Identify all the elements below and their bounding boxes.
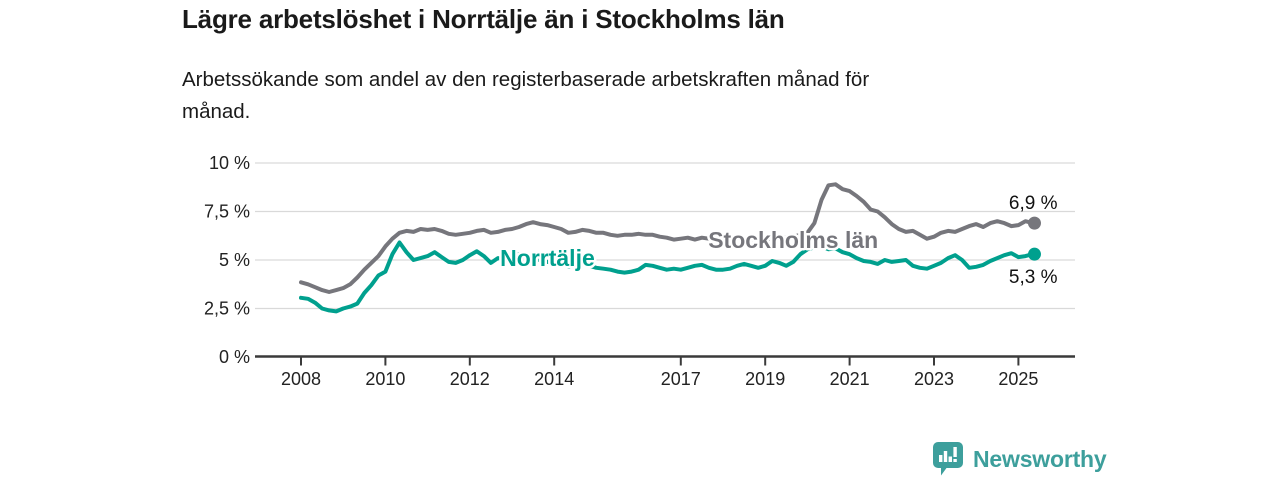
exclamation-stem <box>953 447 957 457</box>
series-label-norrt-lje: Norrtälje <box>500 245 595 271</box>
x-axis-label: 2014 <box>534 369 574 389</box>
bar-chart-speech-bubble-icon <box>933 442 963 476</box>
series-line-norrt-lje <box>299 240 1035 314</box>
bar-2 <box>943 451 948 462</box>
y-axis-label: 2,5 % <box>204 299 250 319</box>
x-axis-label: 2010 <box>365 369 405 389</box>
brand-name: Newsworthy <box>973 445 1107 472</box>
speech-bubble-shape <box>933 442 963 476</box>
x-axis-label: 2025 <box>998 369 1038 389</box>
series-line-stockholms-l-n <box>299 182 1035 294</box>
y-axis-label: 7,5 % <box>204 202 250 222</box>
series-label-stockholms-l-n: Stockholms län <box>708 227 878 253</box>
x-axis-label: 2019 <box>745 369 785 389</box>
y-axis-label: 0 % <box>219 347 250 367</box>
x-axis-label: 2017 <box>661 369 701 389</box>
series-end-value-norrt-lje: 5,3 % <box>1009 267 1058 288</box>
brand-logo: Newsworthy <box>932 441 1107 477</box>
series-end-value-stockholms-l-n: 6,9 % <box>1009 193 1058 214</box>
chart-subtitle-line-1: Arbetssökande som andel av den registerb… <box>182 68 870 91</box>
y-axis-label: 10 % <box>209 153 250 173</box>
y-axis-label: 5 % <box>219 250 250 270</box>
x-axis-label: 2023 <box>914 369 954 389</box>
x-axis-label: 2021 <box>830 369 870 389</box>
series-end-dot-stockholms-l-n <box>1027 216 1041 230</box>
chart-title: Lägre arbetslöshet i Norrtälje än i Stoc… <box>182 4 785 34</box>
chart-subtitle: Arbetssökande som andel av den registerb… <box>182 64 869 128</box>
exclamation-dot <box>953 459 957 462</box>
series-end-dot-norrt-lje <box>1027 247 1041 261</box>
bar-3 <box>948 456 952 462</box>
chart-subtitle-line-2: månad. <box>182 100 251 123</box>
bar-1 <box>939 455 943 462</box>
x-axis-label: 2012 <box>450 369 490 389</box>
x-axis-label: 2008 <box>281 369 321 389</box>
